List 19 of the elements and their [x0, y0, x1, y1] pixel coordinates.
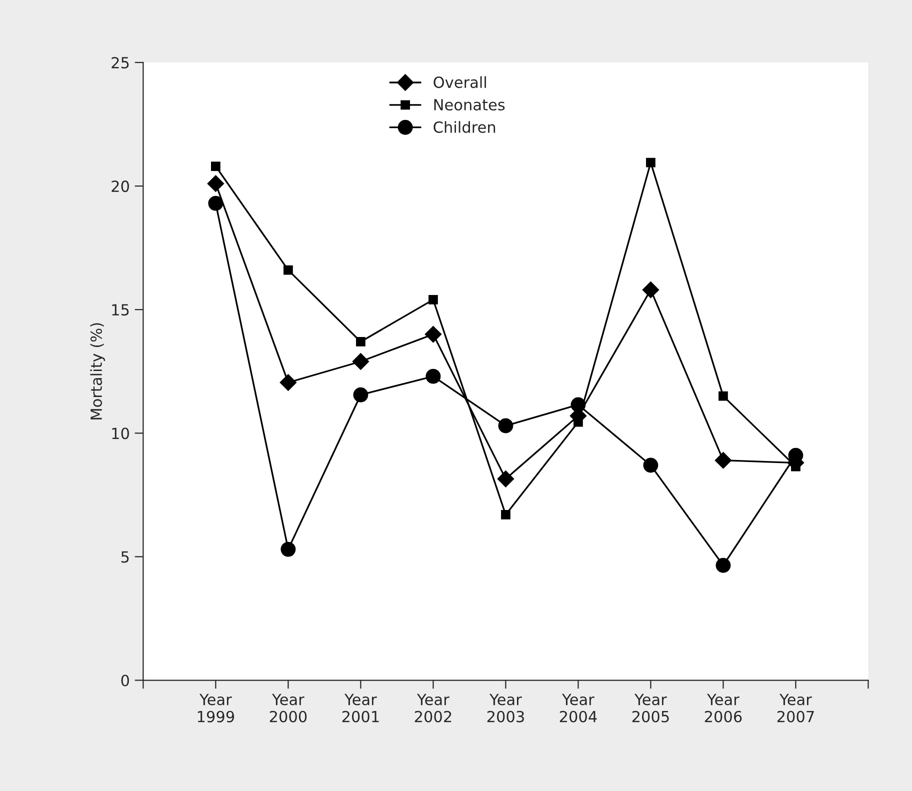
y-axis-title: Mortality (%) — [90, 323, 105, 420]
x-tick-label: Year 2004 — [560, 694, 597, 722]
y-tick-label: 15 — [112, 304, 129, 316]
legend-label: Children — [434, 121, 496, 133]
x-tick-label: Year 2001 — [342, 694, 379, 722]
y-tick-label: 5 — [121, 551, 129, 563]
y-tick-label: 10 — [112, 428, 129, 440]
y-tick-label: 20 — [112, 180, 129, 192]
x-tick-label: Year 2005 — [632, 694, 669, 722]
x-tick-label: Year 2003 — [487, 694, 524, 722]
x-tick-label: Year 2007 — [777, 694, 814, 722]
x-tick-label: Year 1999 — [198, 694, 234, 722]
legend-label: Overall — [434, 76, 486, 88]
y-tick-label: 25 — [112, 56, 129, 69]
x-tick-label: Year 2000 — [270, 694, 307, 722]
x-tick-label: Year 2006 — [704, 694, 742, 722]
x-tick-label: Year 2002 — [414, 694, 452, 722]
y-tick-label: 0 — [121, 674, 129, 686]
legend-label: Neonates — [434, 99, 505, 110]
